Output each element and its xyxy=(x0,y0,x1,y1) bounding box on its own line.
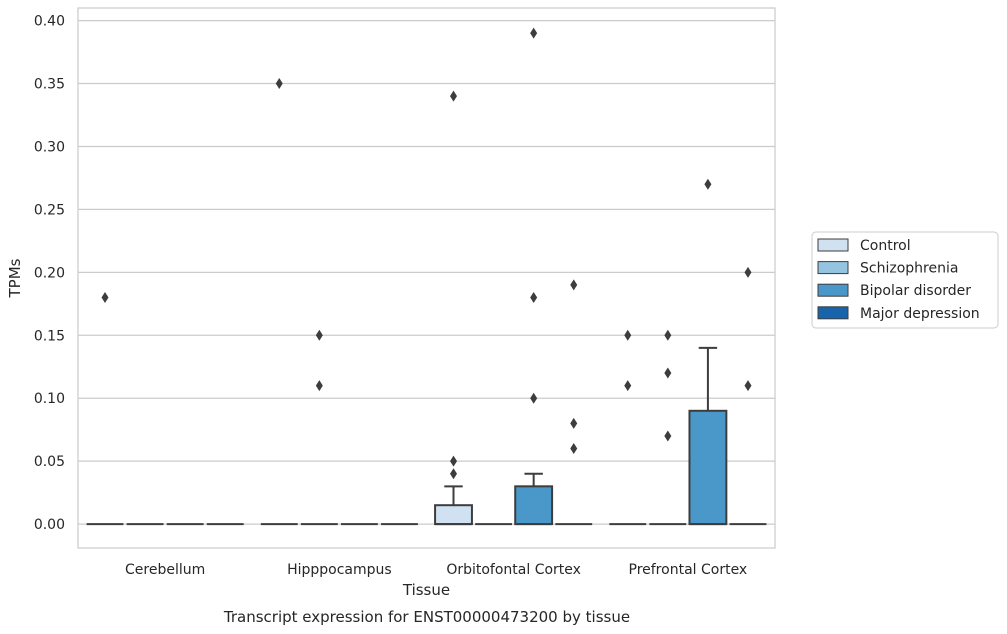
outlier-point xyxy=(664,430,672,442)
outlier-point xyxy=(275,78,283,90)
y-tick-label: 0.30 xyxy=(34,139,65,155)
legend-swatch xyxy=(817,283,849,297)
y-tick-label: 0.00 xyxy=(34,517,65,533)
legend-swatch xyxy=(817,306,849,320)
x-tick-label: Cerebellum xyxy=(125,562,205,578)
outlier-point xyxy=(664,367,672,379)
legend-label: Schizophrenia xyxy=(860,261,958,277)
y-tick-label: 0.20 xyxy=(34,265,65,281)
outlier-point xyxy=(624,380,632,392)
outlier-point xyxy=(101,292,109,304)
y-axis-label: TPMs xyxy=(6,258,24,298)
outlier-point xyxy=(530,292,538,304)
outlier-point xyxy=(450,90,458,102)
boxes-layer xyxy=(86,346,767,526)
outlier-point xyxy=(570,443,578,455)
x-tick-label: Orbitofontal Cortex xyxy=(446,562,581,578)
x-tick-label: Hipppocampus xyxy=(287,562,392,578)
legend-swatch xyxy=(817,261,849,275)
outlier-point xyxy=(530,27,538,39)
box-body xyxy=(514,485,554,526)
outliers-layer xyxy=(101,27,752,480)
outlier-point xyxy=(624,329,632,341)
chart-caption: Transcript expression for ENST0000047320… xyxy=(223,608,630,626)
y-tick-label: 0.10 xyxy=(34,391,65,407)
outlier-point xyxy=(570,279,578,291)
y-tick-label: 0.40 xyxy=(34,14,65,30)
outlier-point xyxy=(744,266,752,278)
box-body xyxy=(434,504,473,526)
y-tick-label: 0.35 xyxy=(34,77,65,93)
outlier-point xyxy=(450,455,458,467)
x-axis-label: Tissue xyxy=(402,581,450,599)
y-tick-label: 0.25 xyxy=(34,202,65,218)
x-tick-label: Prefrontal Cortex xyxy=(629,562,748,578)
legend-label: Bipolar disorder xyxy=(860,283,971,299)
box-control xyxy=(434,485,473,526)
legend-swatch xyxy=(817,238,849,252)
legend-frame xyxy=(811,231,999,329)
plot-frame xyxy=(77,7,776,549)
legend-label: Control xyxy=(860,238,911,254)
outlier-point xyxy=(530,392,538,404)
gridlines xyxy=(78,19,775,525)
box-body xyxy=(688,409,728,526)
outlier-point xyxy=(450,468,458,480)
y-tick-label: 0.15 xyxy=(34,328,65,344)
box-bipolar-disorder xyxy=(514,472,554,526)
outlier-point xyxy=(704,178,712,190)
x-tick-labels: Cerebellum Hipppocampus Orbitofontal Corte… xyxy=(125,562,747,578)
outlier-point xyxy=(570,417,578,429)
y-tick-label: 0.05 xyxy=(34,454,65,470)
legend-label: Major depression xyxy=(860,306,980,322)
box-bipolar-disorder xyxy=(688,346,728,526)
outlier-point xyxy=(315,329,323,341)
outlier-point xyxy=(744,380,752,392)
legend: Control Schizophrenia Bipolar disorder Majo… xyxy=(811,231,999,329)
outlier-point xyxy=(664,329,672,341)
outlier-point xyxy=(315,380,323,392)
y-tick-labels: 0.00 0.05 0.10 0.15 0.20 0.25 0.30 0.35 0.40 xyxy=(34,14,65,533)
